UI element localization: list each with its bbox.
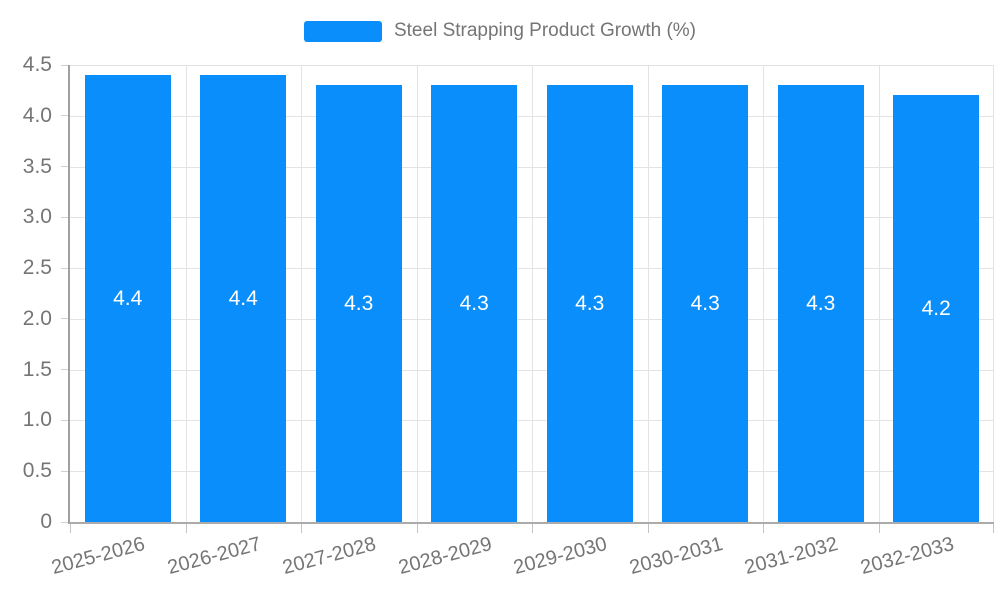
y-tick-label: 1.5 <box>22 357 52 381</box>
x-tick <box>70 524 71 533</box>
y-tick <box>61 166 68 168</box>
bar-value-label: 4.2 <box>921 296 951 320</box>
x-tick <box>993 524 994 533</box>
y-axis: 0 0.5 1.0 1.5 2.0 2.5 3.0 3.5 4.0 4.5 <box>0 53 68 533</box>
plot-area: 4.4 4.4 4.3 4.3 4.3 4.3 4.3 4.2 <box>68 65 994 524</box>
v-gridline <box>878 65 880 522</box>
x-axis-ticks <box>70 524 994 534</box>
v-gridline <box>647 65 649 522</box>
y-tick-label: 3.5 <box>22 154 52 178</box>
bar[interactable]: 4.4 <box>200 75 287 522</box>
y-tick-label: 0 <box>40 510 52 533</box>
x-tick <box>647 524 649 533</box>
v-gridline <box>185 65 187 522</box>
v-gridline <box>301 65 302 522</box>
y-tick-label: 2.5 <box>22 256 52 280</box>
y-tick <box>61 267 68 269</box>
y-tick <box>61 216 68 218</box>
legend-swatch <box>303 20 382 42</box>
y-tick <box>61 64 68 66</box>
x-tick-label: 2028-2029 <box>395 533 494 580</box>
y-tick <box>61 318 68 320</box>
legend[interactable]: Steel Strapping Product Growth (%) <box>0 17 1000 45</box>
v-gridline <box>763 65 764 522</box>
x-tick <box>416 524 418 533</box>
y-tick <box>61 419 68 421</box>
x-tick <box>763 524 764 533</box>
bar[interactable]: 4.2 <box>893 95 980 522</box>
x-tick-label: 2032-2033 <box>857 533 956 580</box>
x-tick <box>301 524 302 533</box>
x-tick <box>878 524 880 533</box>
x-tick-label: 2026-2027 <box>164 533 263 580</box>
bar[interactable]: 4.3 <box>777 85 864 522</box>
y-tick <box>61 521 68 523</box>
x-tick-label: 2027-2028 <box>280 533 379 580</box>
bar[interactable]: 4.3 <box>431 85 518 522</box>
bar-value-label: 4.3 <box>459 291 489 315</box>
x-tick-label: 2030-2031 <box>626 533 725 580</box>
y-tick <box>61 470 68 472</box>
y-tick-label: 2.0 <box>22 306 52 330</box>
y-tick-label: 0.5 <box>22 459 52 483</box>
bar[interactable]: 4.3 <box>662 85 749 522</box>
y-tick-label: 4.0 <box>22 103 52 127</box>
x-tick-label: 2031-2032 <box>742 533 841 580</box>
y-tick <box>61 115 68 117</box>
y-tick-label: 3.0 <box>22 205 52 229</box>
y-tick <box>61 369 68 371</box>
v-gridline <box>993 65 994 522</box>
legend-label: Steel Strapping Product Growth (%) <box>393 20 697 41</box>
bar-value-label: 4.3 <box>690 291 720 315</box>
v-gridline <box>416 65 418 522</box>
bar[interactable]: 4.3 <box>315 85 402 522</box>
bar-value-label: 4.3 <box>806 291 836 315</box>
y-tick-label: 1.0 <box>22 408 52 432</box>
bar[interactable]: 4.4 <box>84 75 171 522</box>
v-gridline <box>532 65 533 522</box>
x-axis-labels: 2025-2026 2026-2027 2027-2028 2028-2029 2029… <box>49 533 994 600</box>
bar[interactable]: 4.3 <box>546 85 633 522</box>
x-tick-label: 2029-2030 <box>511 533 610 580</box>
x-tick-label: 2025-2026 <box>49 533 148 580</box>
bar-value-label: 4.4 <box>228 286 258 310</box>
bar-value-label: 4.4 <box>113 286 143 310</box>
bar-value-label: 4.3 <box>344 291 374 315</box>
x-tick <box>185 524 187 533</box>
bar-value-label: 4.3 <box>575 291 605 315</box>
x-tick <box>532 524 533 533</box>
y-tick-label: 4.5 <box>22 53 52 76</box>
